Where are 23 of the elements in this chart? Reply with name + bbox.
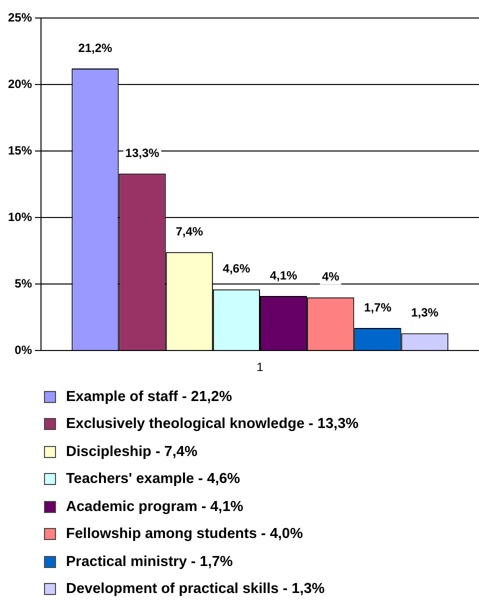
legend-label: Fellowship among students - 4,0% [66, 526, 303, 542]
legend-label: Example of staff - 21,2% [66, 388, 232, 405]
legend-label: Practical ministry - 1,7% [66, 554, 233, 570]
data-label: 4% [322, 270, 340, 284]
data-label: 13,3% [125, 146, 160, 160]
y-tick-label: 10% [8, 210, 32, 224]
y-tick-label: 25% [8, 10, 32, 24]
data-label: 4,6% [222, 262, 250, 276]
data-label: 1,3% [411, 306, 439, 320]
data-label: 4,1% [270, 268, 298, 282]
y-tick-label: 5% [14, 276, 32, 290]
data-label: 21,2% [78, 40, 113, 55]
y-tick-label: 20% [8, 76, 32, 91]
data-label: 7,4% [176, 224, 204, 238]
legend-label: Academic program - 4,1% [66, 498, 244, 515]
x-tick-label: 1 [256, 360, 264, 374]
y-tick-label: 15% [8, 143, 32, 158]
legend-label: Teachers' example - 4,6% [66, 471, 240, 488]
legend-label: Discipleship - 7,4% [66, 444, 198, 460]
legend-label: Exclusively theological knowledge - 13,3% [66, 416, 359, 432]
legend-label: Development of practical skills - 1,3% [66, 581, 325, 598]
y-tick-label: 0% [14, 342, 32, 357]
data-label: 1,7% [364, 300, 392, 314]
